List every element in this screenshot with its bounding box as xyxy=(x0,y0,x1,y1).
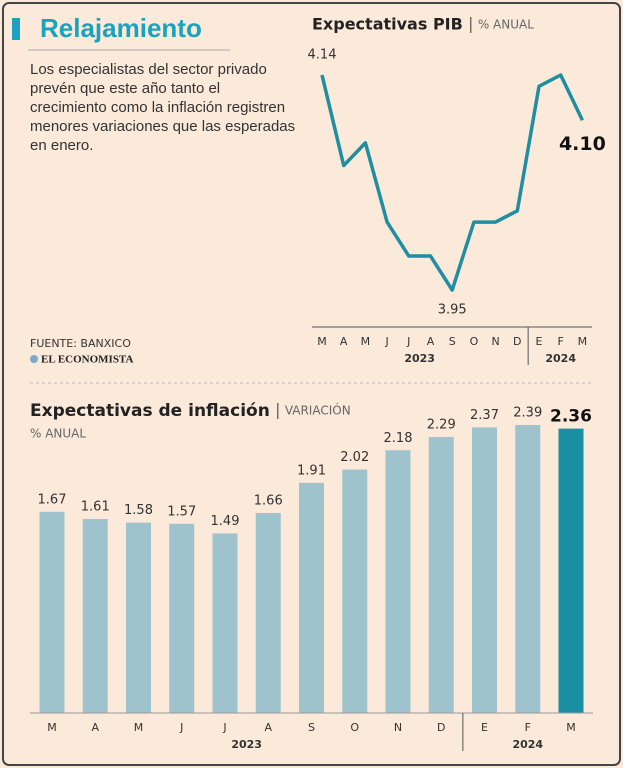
chart-subtitle: VARIACIÓN xyxy=(285,403,351,418)
x-tick-label: J xyxy=(179,721,183,734)
x-tick-label: A xyxy=(340,335,348,348)
x-tick-label: F xyxy=(558,335,564,348)
value-label: 2.39 xyxy=(513,406,542,421)
x-tick-label: O xyxy=(350,721,359,734)
x-tick-label: N xyxy=(491,335,499,348)
value-label: 2.02 xyxy=(340,450,369,465)
chart-title: Expectativas de inflación xyxy=(30,401,270,421)
x-tick-label: N xyxy=(394,721,402,734)
value-label: 2.18 xyxy=(384,431,413,446)
x-tick-label: D xyxy=(437,721,445,734)
bar xyxy=(299,482,324,713)
value-label: 2.37 xyxy=(470,408,499,423)
year-label: 2023 xyxy=(404,352,435,365)
x-tick-label: E xyxy=(481,721,488,734)
x-tick-label: M xyxy=(361,335,371,348)
bar xyxy=(82,518,108,713)
x-tick-label: F xyxy=(525,721,531,734)
x-tick-label: J xyxy=(406,335,410,348)
chart-title: Expectativas PIB xyxy=(312,15,463,34)
year-label: 2023 xyxy=(231,738,262,751)
bar xyxy=(385,450,411,713)
year-label: 2024 xyxy=(512,738,543,751)
x-tick-label: J xyxy=(222,721,226,734)
value-label: 1.49 xyxy=(211,514,240,529)
bar xyxy=(558,428,584,713)
x-tick-label: M xyxy=(134,721,144,734)
line-series xyxy=(320,73,584,292)
x-tick-label: E xyxy=(536,335,543,348)
x-tick-label: S xyxy=(449,335,456,348)
x-tick-label: M xyxy=(566,721,576,734)
value-label: 2.36 xyxy=(550,407,592,427)
year-label: 2024 xyxy=(545,352,576,365)
x-tick-label: O xyxy=(470,335,479,348)
value-label: 1.91 xyxy=(297,463,326,478)
bar xyxy=(472,427,497,713)
description: Los especialistas del sector privado pre… xyxy=(30,61,296,154)
x-tick-label: D xyxy=(513,335,521,348)
unit-label: % ANUAL xyxy=(30,427,86,441)
value-label: 2.29 xyxy=(427,418,456,433)
x-tick-label: M xyxy=(47,721,57,734)
x-tick-label: M xyxy=(578,335,588,348)
bar xyxy=(39,511,65,713)
bar xyxy=(212,533,238,713)
x-tick-label: A xyxy=(91,721,99,734)
value-label: 1.66 xyxy=(254,493,283,508)
chart-subtitle: % ANUAL xyxy=(478,18,534,32)
value-label: 1.57 xyxy=(167,504,196,519)
x-tick-label: A xyxy=(264,721,272,734)
bar xyxy=(126,522,151,713)
bar xyxy=(428,437,454,713)
brand-icon xyxy=(30,355,38,363)
value-label: 1.61 xyxy=(81,499,110,514)
brand: EL ECONOMISTA xyxy=(41,354,133,366)
value-label: 3.95 xyxy=(438,303,467,318)
bar xyxy=(515,425,541,713)
x-tick-label: M xyxy=(317,335,327,348)
x-tick-label: J xyxy=(384,335,388,348)
x-tick-label: S xyxy=(308,721,315,734)
value-label: 4.14 xyxy=(308,48,337,63)
value-label: 1.67 xyxy=(38,492,67,507)
source: FUENTE: BANXICO xyxy=(30,337,131,350)
main-title: Relajamiento xyxy=(40,13,202,43)
value-label: 4.10 xyxy=(559,133,606,155)
value-label: 1.58 xyxy=(124,503,153,518)
x-tick-label: A xyxy=(427,335,435,348)
bar xyxy=(342,469,368,713)
bar xyxy=(255,512,281,713)
title-block xyxy=(12,18,20,40)
bar xyxy=(169,523,195,713)
